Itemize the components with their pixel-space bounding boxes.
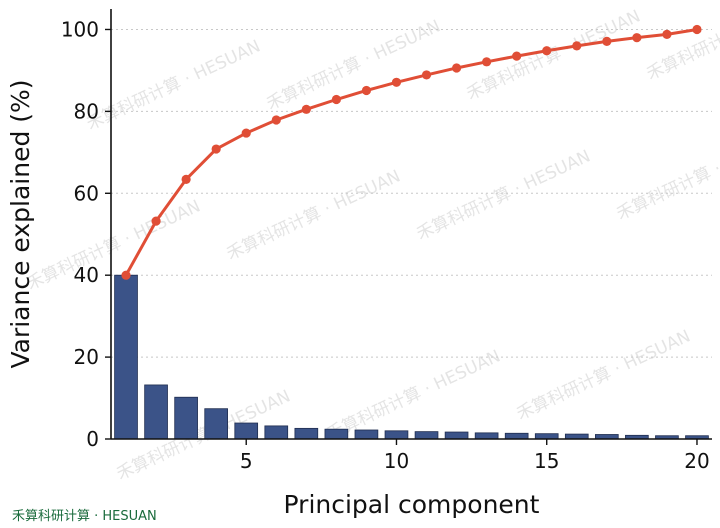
bar-pc-11: [414, 431, 439, 440]
bar-pc-9: [354, 429, 379, 440]
gridlines: [111, 28, 712, 358]
y-tick-label: 20: [74, 345, 99, 369]
cumulative-point-pc-1: [121, 270, 131, 280]
tick-labels: 0 20 40 60 80 100 5 10 15 20: [61, 17, 710, 473]
cumulative-point-pc-10: [391, 77, 402, 87]
bar-pc-4: [204, 408, 228, 440]
bar-series: [114, 274, 709, 440]
watermark-text: 禾算科研计算 · HESUAN: [464, 6, 644, 104]
y-tick-label: 60: [74, 181, 99, 205]
watermark-text: 禾算科研计算 · HESUAN: [514, 326, 694, 424]
cumulative-point-pc-6: [271, 115, 281, 125]
bar-pc-7: [294, 427, 319, 440]
watermark-text: 禾算科研计算 · HESUAN: [324, 346, 504, 444]
footer-brand-text: 禾算科研计算 · HESUAN: [12, 509, 157, 524]
cumulative-point-pc-3: [181, 174, 191, 184]
watermark-text: 禾算科研计算 · HESUAN: [644, 0, 720, 85]
x-tick-label: 15: [534, 449, 559, 473]
bar-pc-1: [114, 274, 138, 440]
cumulative-point-pc-11: [421, 70, 432, 80]
x-tick-label: 20: [684, 449, 709, 473]
y-tick-label: 40: [74, 263, 99, 287]
bar-pc-10: [384, 430, 409, 440]
axes: [105, 9, 712, 445]
y-axis-title: Variance explained (%): [6, 79, 35, 368]
bar-pc-2: [144, 384, 168, 440]
cumulative-point-pc-7: [301, 104, 311, 114]
watermark-text: 禾算科研计算 · HESUAN: [414, 146, 594, 244]
cumulative-point-pc-2: [151, 216, 161, 226]
bar-pc-5: [234, 422, 259, 440]
cumulative-line: [124, 27, 698, 276]
cumulative-point-pc-18: [632, 33, 642, 43]
bar-pc-8: [324, 428, 349, 440]
watermark-text: 禾算科研计算 · HESUAN: [614, 126, 720, 224]
cumulative-point-pc-9: [361, 85, 372, 96]
watermark-text: 禾算科研计算 · HESUAN: [224, 166, 404, 264]
cumulative-point-pc-20: [692, 24, 702, 35]
cumulative-point-pc-14: [512, 51, 522, 61]
x-axis-title: Principal component: [284, 490, 540, 519]
bar-pc-13: [474, 432, 499, 440]
bar-pc-6: [264, 425, 289, 440]
bar-pc-12: [444, 431, 469, 440]
cumulative-point-pc-12: [451, 63, 462, 73]
cumulative-point-pc-16: [572, 41, 582, 51]
cumulative-point-pc-17: [602, 36, 612, 46]
watermark-text: 禾算科研计算 · HESUAN: [264, 16, 444, 114]
y-tick-label: 0: [86, 427, 99, 451]
x-tick-label: 10: [384, 449, 409, 473]
cumulative-line-series: [121, 24, 702, 280]
cumulative-point-pc-19: [662, 29, 672, 39]
y-tick-label: 80: [74, 99, 99, 123]
bar-pc-14: [504, 432, 529, 440]
cumulative-point-pc-13: [482, 57, 492, 67]
x-tick-label: 5: [240, 449, 253, 473]
y-tick-label: 100: [61, 17, 99, 41]
cumulative-point-pc-15: [542, 46, 552, 56]
cumulative-point-pc-8: [331, 94, 341, 105]
bar-pc-3: [174, 396, 198, 440]
cumulative-point-pc-4: [211, 144, 221, 154]
cumulative-point-pc-5: [241, 128, 251, 138]
watermark-text: 禾算科研计算 · HESUAN: [24, 196, 204, 294]
